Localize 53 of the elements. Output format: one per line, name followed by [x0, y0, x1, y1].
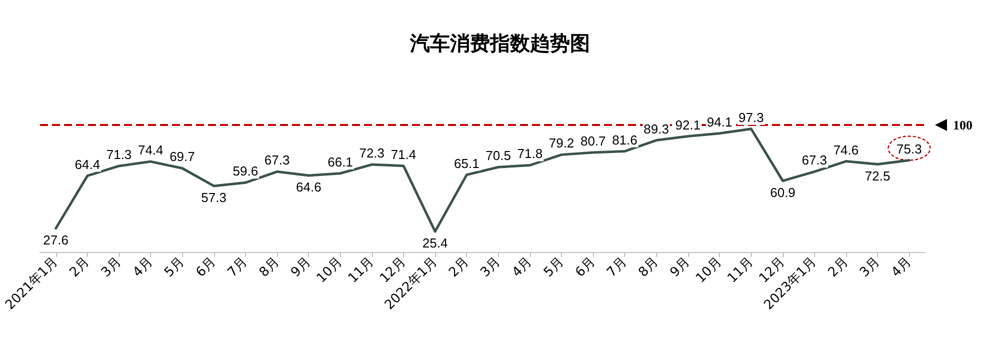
- x-tick-label: 6月: [572, 254, 598, 280]
- x-tick-label: 11月: [724, 254, 756, 286]
- x-tick-label: 2月: [446, 254, 472, 280]
- data-label: 57.3: [201, 190, 226, 205]
- x-tick-label: 6月: [194, 254, 220, 280]
- data-label: 74.6: [833, 142, 859, 158]
- data-label: 59.6: [232, 164, 258, 179]
- data-label: 81.6: [612, 132, 638, 148]
- data-label: 71.8: [517, 146, 543, 162]
- data-label: 72.3: [359, 146, 385, 161]
- data-label: 80.7: [580, 134, 606, 149]
- data-label: 65.1: [454, 156, 480, 171]
- chart-title: 汽车消费指数趋势图: [409, 31, 590, 55]
- x-tick-label: 4月: [130, 254, 156, 280]
- data-label: 27.6: [43, 232, 68, 248]
- data-label: 60.9: [770, 184, 796, 200]
- data-label: 71.4: [390, 146, 416, 162]
- x-tick-label: 9月: [288, 254, 314, 280]
- data-label: 67.3: [264, 152, 290, 168]
- data-label: 67.3: [802, 152, 828, 168]
- data-label: 64.6: [296, 180, 322, 195]
- x-tick-label: 4月: [510, 254, 536, 280]
- x-tick-label: 5月: [541, 254, 567, 280]
- data-label: 69.7: [170, 149, 195, 164]
- data-label: 64.4: [74, 156, 100, 172]
- data-label: 75.3: [896, 141, 922, 156]
- x-tick-label: 9月: [668, 254, 694, 280]
- data-label: 71.3: [106, 146, 132, 162]
- data-label: 25.4: [422, 235, 448, 250]
- x-tick-label: 2月: [67, 254, 93, 280]
- data-label: 72.5: [864, 168, 890, 184]
- x-tick-label: 7月: [604, 254, 630, 280]
- x-tick-label: 11月: [346, 254, 378, 286]
- x-tick-label: 4月: [888, 254, 914, 280]
- data-label: 66.1: [328, 154, 353, 170]
- x-tick-label: 7月: [225, 254, 251, 280]
- data-label: 74.4: [138, 142, 164, 158]
- x-tick-label: 5月: [162, 254, 188, 280]
- ref-line-label: 100: [953, 118, 972, 132]
- x-tick-label: 2月: [826, 254, 852, 280]
- data-label: 92.1: [675, 117, 701, 132]
- data-label: 79.2: [548, 136, 574, 151]
- data-label: 94.1: [706, 114, 732, 130]
- x-tick-label: 8月: [636, 254, 662, 280]
- x-tick-label: 10月: [314, 254, 346, 286]
- x-tick-label: 8月: [256, 254, 282, 280]
- data-label: 97.3: [738, 110, 764, 125]
- x-tick-label: 3月: [857, 254, 883, 280]
- x-tick-label: 3月: [98, 254, 124, 280]
- x-tick-label: 3月: [478, 254, 504, 280]
- data-label: 89.3: [644, 121, 669, 136]
- x-tick-label: 10月: [693, 254, 725, 286]
- data-label: 70.5: [486, 148, 511, 164]
